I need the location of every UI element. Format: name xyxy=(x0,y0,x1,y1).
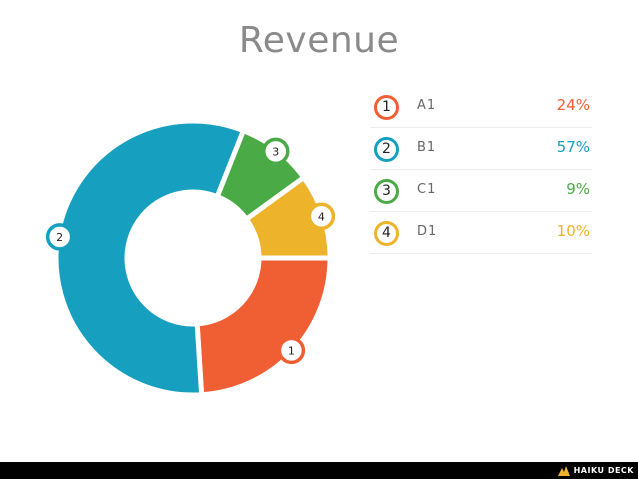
donut-slice-a1 xyxy=(194,255,333,398)
donut-chart: 1 2 3 4 xyxy=(45,118,336,398)
legend-percentage: 57% xyxy=(556,138,590,156)
legend-label: A1 xyxy=(417,98,437,113)
slice-marker-number: 1 xyxy=(288,344,295,357)
slice-marker-number: 4 xyxy=(318,210,325,223)
legend-label: C1 xyxy=(417,182,437,197)
legend-number-badge: 2 xyxy=(374,137,399,162)
chart-title: Revenue xyxy=(238,20,400,61)
brand-logo: HAIKU DECK xyxy=(557,464,634,477)
donut-slice-d1 xyxy=(242,173,333,261)
slice-marker-d1: 4 xyxy=(307,202,336,231)
slice-marker-circle xyxy=(307,202,336,231)
footer-bar: HAIKU DECK xyxy=(0,462,638,479)
slice-marker-b1: 2 xyxy=(45,223,74,251)
slice-marker-circle xyxy=(45,223,74,251)
legend: 1 A1 24% 2 B1 57% 3 C1 9% 4 D1 10% xyxy=(370,86,592,254)
legend-number-badge: 4 xyxy=(374,221,399,246)
legend-label: D1 xyxy=(417,224,438,239)
legend-number-badge: 3 xyxy=(374,179,399,204)
legend-row-d1: 4 D1 10% xyxy=(370,212,592,254)
legend-percentage: 9% xyxy=(566,180,590,198)
legend-row-c1: 3 C1 9% xyxy=(370,170,592,212)
legend-number-badge: 1 xyxy=(374,95,399,120)
brand-name: HAIKU DECK xyxy=(573,466,634,475)
slice-marker-c1: 3 xyxy=(261,137,290,166)
slice-marker-circle xyxy=(261,137,290,166)
haiku-deck-icon xyxy=(557,465,570,476)
legend-row-b1: 2 B1 57% xyxy=(370,128,592,170)
legend-label: B1 xyxy=(417,140,437,155)
slice-marker-number: 3 xyxy=(272,145,279,158)
legend-row-a1: 1 A1 24% xyxy=(370,86,592,128)
legend-percentage: 24% xyxy=(556,96,590,114)
slide: Revenue 1 2 3 4 1 A1 24% 2 B1 57% 3 C1 9% 4 D1 10% xyxy=(45,20,592,398)
slice-marker-circle xyxy=(277,336,306,365)
slice-marker-number: 2 xyxy=(56,231,63,244)
legend-percentage: 10% xyxy=(556,222,590,240)
donut-slice-b1 xyxy=(53,118,247,398)
slice-marker-a1: 1 xyxy=(277,336,306,365)
